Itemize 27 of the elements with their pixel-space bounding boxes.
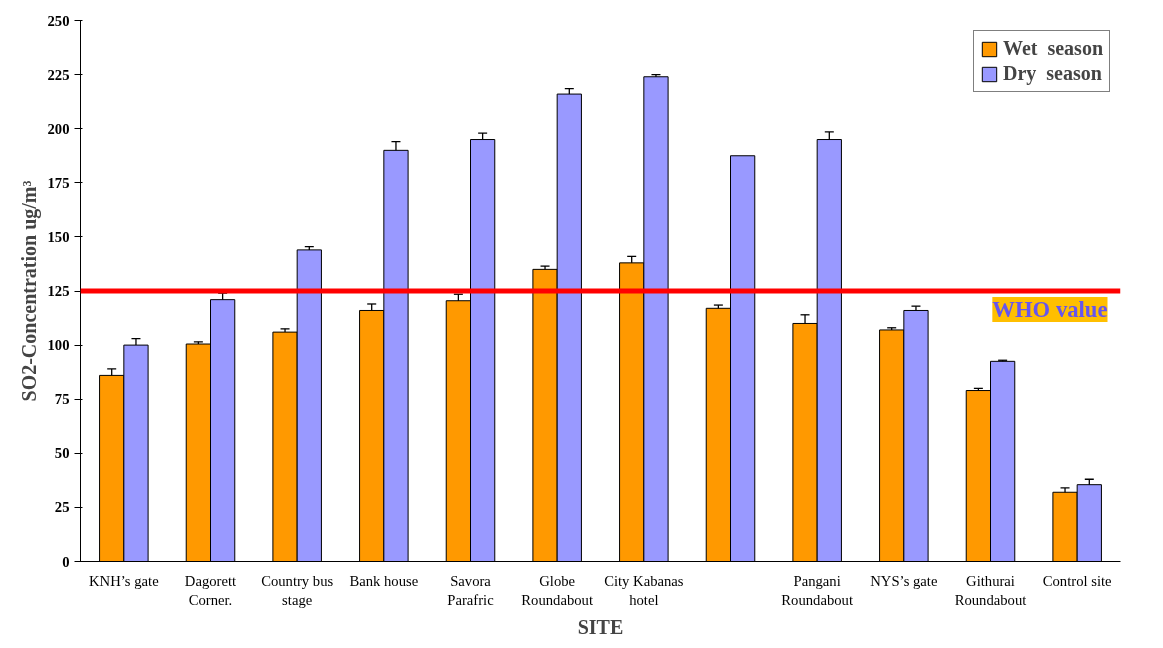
x-tick-label: Globe Roundabout	[521, 572, 593, 608]
y-tick-label: 75	[54, 391, 70, 408]
y-axis-title: SO2-Concentration ug/m³	[17, 180, 41, 402]
y-tick-label: 50	[54, 445, 70, 462]
x-tick-label: City Kabanas hotel	[604, 572, 684, 608]
x-tick-label: NYS’s gate	[870, 572, 938, 589]
x-axis-title: SITE	[577, 615, 624, 638]
y-tick-label: 250	[47, 12, 70, 29]
x-tick-label: Bank house	[349, 572, 419, 589]
x-tick-label: Pangani Roundabout	[781, 572, 853, 608]
legend-label: Dry season	[1003, 62, 1102, 85]
y-tick-label: 225	[47, 66, 70, 83]
y-tick-label: 25	[54, 499, 70, 516]
y-tick-label: 150	[47, 228, 70, 245]
x-tick-label: Githurai Roundabout	[954, 572, 1027, 608]
x-tick-label: Dagorett Corner.	[184, 572, 237, 608]
x-tick-label: Control site	[1042, 572, 1112, 589]
y-tick-label: 125	[47, 283, 70, 299]
y-tick-label: 175	[47, 174, 70, 191]
x-tick-label: Savora Parafric	[447, 572, 495, 608]
y-tick-label: 100	[47, 337, 70, 354]
legend-label: Wet season	[1003, 37, 1103, 60]
x-tick-label: KNH’s gate	[89, 572, 159, 589]
y-tick-label: 200	[47, 120, 70, 137]
ref-line-label: WHO value	[992, 297, 1108, 322]
y-tick-label: 0	[62, 553, 70, 570]
x-tick-label: Country bus stage	[261, 572, 334, 608]
